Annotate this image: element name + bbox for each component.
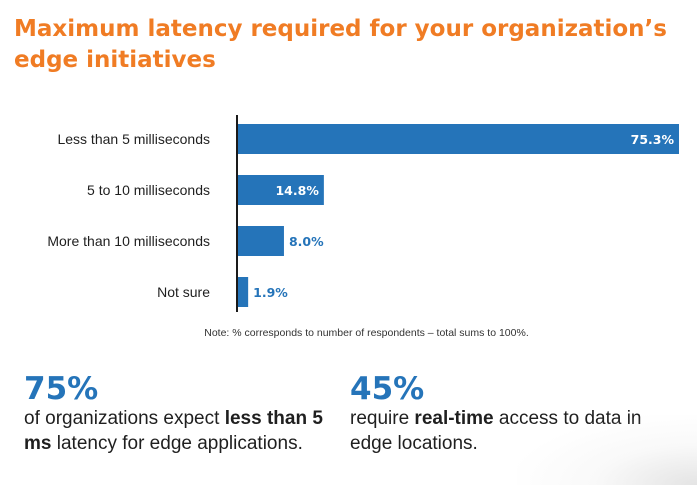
bar-value-label: 1.9% [253,285,288,300]
bars [237,124,679,307]
bar-value-label: 14.8% [275,183,319,198]
stat-text-emphasis: real-time [414,408,494,429]
category-label: 5 to 10 milliseconds [87,182,210,198]
stat-description: require real-time access to data in edge… [350,406,650,456]
stat-number: 75% [24,371,99,407]
chart-note: Note: % corresponds to number of respond… [204,327,529,339]
category-label: Less than 5 milliseconds [57,131,210,147]
bar [237,277,249,307]
stat-text-part: of organizations expect [24,408,225,429]
latency-bar-chart: Less than 5 milliseconds 5 to 10 millisec… [47,115,679,312]
stat-text-part: require [350,408,415,429]
category-label: More than 10 milliseconds [47,233,210,249]
stat-text-emphasis: less than 5 ms [24,408,323,454]
stat-block-less-than-5ms: 75% of organizations expect less than 5 … [24,372,324,456]
stat-block-real-time: 45% require real-time access to data in … [350,372,650,456]
stat-text-part: latency for edge applications. [51,433,303,454]
category-label: Not sure [157,284,210,300]
bar-value-label: 8.0% [289,234,324,249]
bar [237,226,284,256]
bar [237,124,679,154]
stat-number: 45% [350,371,425,407]
chart-title: Maximum latency required for your organi… [14,16,667,73]
bar-value-label: 75.3% [631,132,675,147]
value-labels: 75.3% 14.8% 8.0% 1.9% [253,132,674,300]
stat-description: of organizations expect less than 5 ms l… [24,406,324,456]
category-labels: Less than 5 milliseconds 5 to 10 millisec… [47,131,210,300]
bar [237,175,324,205]
